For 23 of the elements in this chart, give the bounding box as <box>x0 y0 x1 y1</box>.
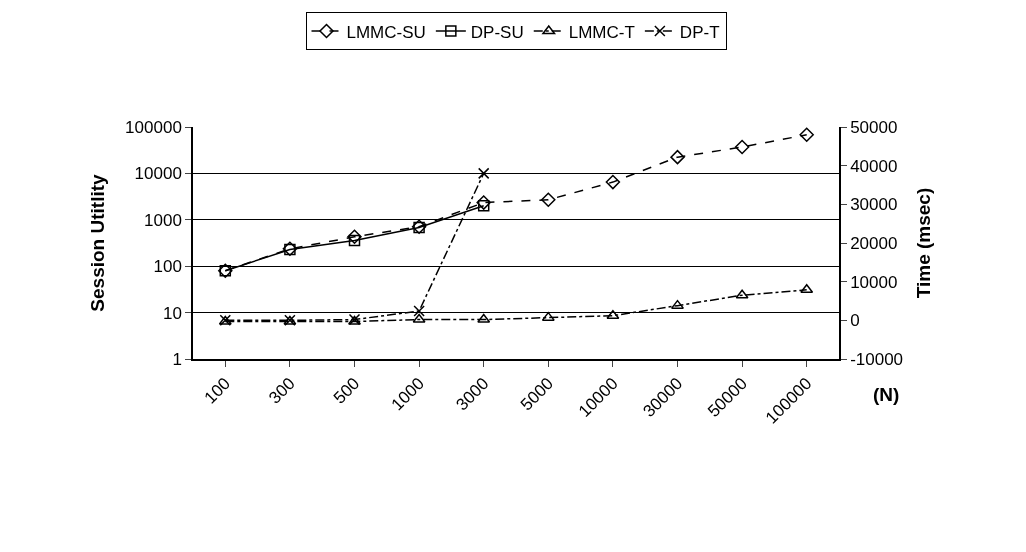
y2-tick-label: 50000 <box>850 117 898 137</box>
x-tick-label: 100 <box>200 374 235 408</box>
y-tick-label: 1000 <box>144 210 182 230</box>
y-tick-label: 10 <box>162 303 182 323</box>
legend-label: DP-SU <box>470 22 524 42</box>
y-tick-label: 1 <box>172 349 182 369</box>
y2-tick-label: 30000 <box>850 195 898 215</box>
y2-tick-label: 0 <box>850 311 860 331</box>
y2-axis-title: Time (msec) <box>913 187 935 299</box>
y2-tick-label: 10000 <box>850 272 898 292</box>
legend-label: DP-T <box>679 22 720 42</box>
y2-tick-label: 20000 <box>850 233 898 253</box>
y-tick-label: 100000 <box>125 117 182 137</box>
y-tick-label: 10000 <box>134 164 182 184</box>
x-tick-label: 300 <box>265 374 299 408</box>
y-axis-title: Session Utitlity <box>87 173 109 312</box>
y-tick-label: 100 <box>153 257 182 277</box>
legend-label: LMMC-T <box>568 22 635 42</box>
y2-tick-label: -10000 <box>850 349 904 369</box>
x-axis-title: (N) <box>873 384 900 405</box>
y2-tick-label: 40000 <box>850 156 898 176</box>
legend-label: LMMC-SU <box>346 22 426 42</box>
x-tick-label: 500 <box>329 374 364 408</box>
